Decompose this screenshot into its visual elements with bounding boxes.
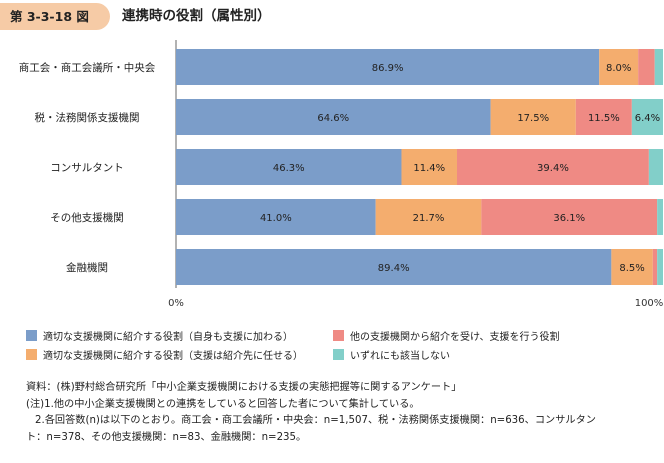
data-label: 36.1% bbox=[553, 213, 585, 224]
legend-label-series-4: いずれにも該当しない bbox=[350, 351, 450, 362]
legend-swatch-series-4 bbox=[333, 349, 344, 360]
legend-label-series-3: 他の支援機関から紹介を受け、支援を行う役割 bbox=[350, 332, 560, 343]
category-label: コンサルタント bbox=[50, 162, 124, 174]
bar-segment bbox=[657, 249, 663, 285]
data-label: 46.3% bbox=[273, 163, 305, 174]
data-label: 64.6% bbox=[317, 113, 349, 124]
legend: 適切な支援機関に紹介する役割（自身も支援に加わる） 適切な支援機関に紹介する役割… bbox=[0, 330, 664, 370]
data-label: 17.5% bbox=[517, 113, 549, 124]
legend-item-series-4: いずれにも該当しない bbox=[333, 349, 450, 363]
legend-item-series-2: 適切な支援機関に紹介する役割（支援は紹介先に任せる） bbox=[26, 349, 303, 363]
data-label: 39.4% bbox=[537, 163, 569, 174]
x-tick-label: 0% bbox=[168, 298, 184, 309]
bar-segment bbox=[575, 99, 632, 135]
legend-item-series-3: 他の支援機関から紹介を受け、支援を行う役割 bbox=[333, 330, 560, 344]
bar-segment bbox=[638, 49, 655, 85]
bar-segment bbox=[599, 49, 639, 85]
legend-label-series-2: 適切な支援機関に紹介する役割（支援は紹介先に任せる） bbox=[43, 351, 303, 362]
data-label: 6.4% bbox=[635, 113, 660, 124]
bar-segment bbox=[176, 249, 612, 285]
legend-item-series-1: 適切な支援機関に紹介する役割（自身も支援に加わる） bbox=[26, 330, 293, 344]
x-tick-label: 100% bbox=[635, 298, 664, 309]
legend-swatch-series-1 bbox=[26, 330, 37, 341]
category-label: 金融機関 bbox=[66, 261, 108, 274]
bar-segment bbox=[176, 199, 376, 235]
bar-segment bbox=[490, 99, 576, 135]
bar-segment bbox=[176, 99, 491, 135]
data-label: 86.9% bbox=[372, 63, 404, 74]
bar-segment bbox=[176, 49, 600, 85]
note-line-3: ト：n=378、その他支援機関：n=83、金融機関：n=235。 bbox=[26, 431, 307, 443]
category-label: 商工会・商工会議所・中央会 bbox=[19, 61, 156, 74]
bar-segment bbox=[401, 149, 457, 185]
bar-segment bbox=[631, 99, 663, 135]
header: 第 3-3-18 図 連携時の役割（属性別） bbox=[0, 0, 664, 34]
bar-segment bbox=[654, 49, 663, 85]
data-label: 11.5% bbox=[588, 113, 620, 124]
source-notes: 資料：(株)野村総合研究所「中小企業支援機関における支援の実態把握等に関するアン… bbox=[26, 380, 658, 446]
data-label: 41.0% bbox=[260, 213, 292, 224]
legend-swatch-series-2 bbox=[26, 349, 37, 360]
source-line: 資料：(株)野村総合研究所「中小企業支援機関における支援の実態把握等に関するアン… bbox=[26, 382, 462, 393]
bar-segment bbox=[611, 249, 653, 285]
data-label: 8.0% bbox=[606, 63, 631, 74]
bar-segment bbox=[657, 199, 663, 235]
bar-segment bbox=[176, 149, 402, 185]
bar-segment bbox=[375, 199, 482, 235]
bar-segment bbox=[456, 149, 649, 185]
legend-label-series-1: 適切な支援機関に紹介する役割（自身も支援に加わる） bbox=[43, 332, 293, 343]
legend-swatch-series-3 bbox=[333, 330, 344, 341]
category-label: その他支援機関 bbox=[50, 211, 124, 224]
data-label: 21.7% bbox=[413, 213, 445, 224]
category-label: 税・法務関係支援機関 bbox=[35, 111, 140, 124]
note-line-1: (注)1.他の中小企業支援機関との連携をしていると回答した者について集計している… bbox=[26, 398, 420, 410]
bar-segment bbox=[652, 249, 658, 285]
figure-title: 連携時の役割（属性別） bbox=[122, 8, 271, 24]
figure-number-badge: 第 3-3-18 図 bbox=[0, 3, 110, 30]
data-label: 89.4% bbox=[378, 263, 410, 274]
bar-segment bbox=[481, 199, 658, 235]
data-label: 8.5% bbox=[619, 263, 644, 274]
note-line-2: 2.各回答数(n)は以下のとおり。商工会・商工会議所・中央会：n=1,507、税… bbox=[35, 415, 596, 426]
data-label: 11.4% bbox=[413, 163, 445, 174]
bar-segment bbox=[648, 149, 663, 185]
stacked-bar-chart: 0% 100% 商工会・商工会議所・中央会 86.9% 8.0% 税・法務関係支援機関 64… bbox=[19, 40, 664, 309]
